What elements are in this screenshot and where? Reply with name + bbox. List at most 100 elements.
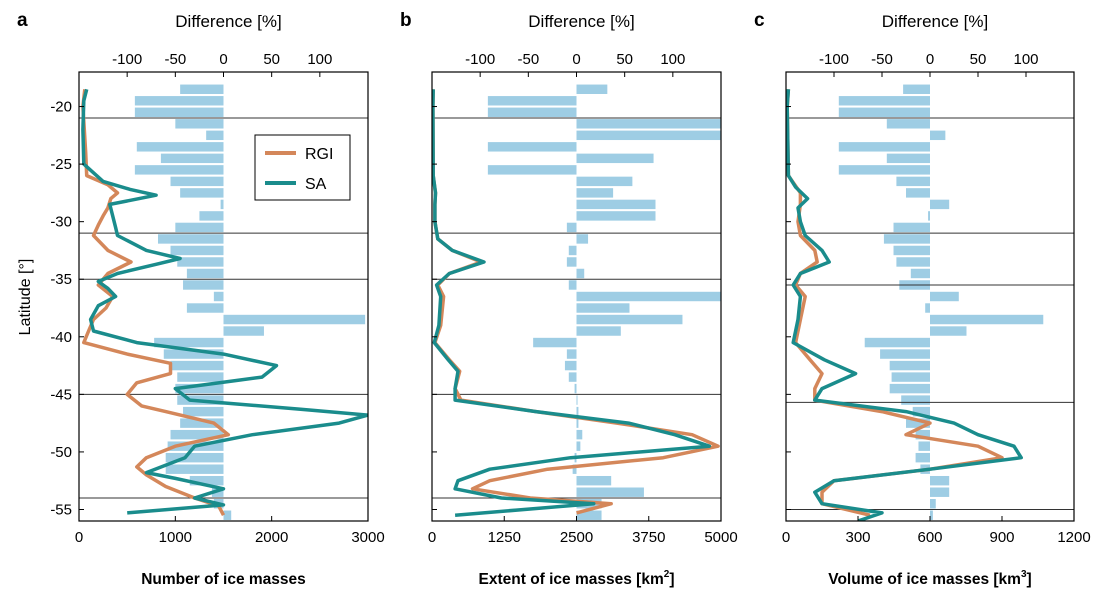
series-line-sa	[786, 89, 1023, 521]
difference-bar	[170, 429, 224, 440]
difference-bar	[157, 234, 224, 244]
difference-bar	[576, 395, 578, 405]
difference-bar	[906, 418, 930, 428]
top-tick-label: -100	[819, 51, 849, 68]
y-axis-label: Latitude [°]	[17, 259, 34, 336]
difference-bar	[186, 268, 224, 279]
difference-bar	[183, 280, 224, 290]
difference-bar	[918, 441, 930, 451]
legend-box	[254, 134, 351, 201]
difference-bar	[175, 222, 224, 233]
panel-letter: c	[754, 10, 765, 31]
difference-bar	[180, 418, 224, 428]
series-line-sa	[81, 88, 368, 515]
difference-bar	[930, 487, 950, 497]
difference-bar	[576, 188, 614, 198]
difference-bar	[838, 142, 930, 152]
difference-bar	[864, 337, 930, 348]
difference-bar	[576, 418, 579, 428]
difference-bar	[891, 372, 930, 382]
legend-rgi-label: RGI	[305, 146, 333, 163]
difference-bar	[576, 441, 581, 451]
difference-bar	[574, 383, 577, 394]
difference-bar	[199, 211, 224, 221]
top-tick-label: -50	[164, 51, 186, 68]
difference-bar	[487, 96, 577, 106]
difference-bar	[883, 234, 930, 244]
series-line-rgi	[81, 89, 231, 517]
difference-bar	[566, 222, 577, 233]
top-axis-title: Difference [%]	[882, 12, 988, 31]
difference-bar	[930, 199, 950, 210]
difference-bar	[223, 326, 264, 336]
difference-bar	[576, 406, 579, 417]
difference-bar	[896, 257, 930, 267]
top-tick-label: -50	[871, 51, 893, 68]
difference-bar	[564, 360, 577, 371]
x-axis-label: Number of ice masses	[141, 571, 306, 588]
difference-bar	[576, 429, 583, 440]
difference-bar	[576, 153, 654, 164]
difference-bar	[930, 291, 959, 302]
x-tick-label: 2500	[560, 529, 593, 546]
difference-bar	[901, 395, 930, 405]
difference-bar	[175, 119, 224, 129]
y-tick-label: -55	[50, 501, 72, 518]
difference-bar	[910, 268, 930, 279]
difference-bar	[893, 245, 930, 256]
top-tick-label: 0	[219, 51, 227, 68]
y-tick-label: -30	[50, 214, 72, 231]
x-tick-label: 1000	[159, 529, 192, 546]
difference-bar	[930, 326, 967, 336]
difference-bar	[134, 96, 224, 106]
difference-bar	[838, 96, 930, 106]
difference-bar	[163, 349, 224, 359]
y-tick-label: -35	[50, 271, 72, 288]
top-tick-label: 0	[926, 51, 934, 68]
difference-bar	[220, 199, 224, 210]
difference-bar	[533, 337, 577, 348]
difference-bar	[925, 303, 930, 313]
difference-bar	[576, 234, 589, 244]
panel-b: 0 1250 2500 3750 5000 -100 -50 0 50 100 Difference…	[400, 10, 738, 588]
difference-bar	[893, 222, 930, 233]
difference-bar	[134, 165, 224, 175]
difference-bar	[880, 349, 930, 359]
difference-bar	[930, 510, 933, 520]
top-axis-title: Difference [%]	[175, 12, 281, 31]
y-tick-label: -25	[50, 156, 72, 173]
difference-bar	[576, 303, 630, 313]
x-tick-label: 900	[989, 529, 1014, 546]
difference-bar	[568, 245, 577, 256]
difference-bar	[189, 475, 224, 486]
difference-bar	[134, 107, 224, 118]
difference-bar	[170, 176, 224, 187]
difference-bar	[576, 326, 621, 336]
x-tick-label: 0	[428, 529, 436, 546]
x-axis-label: Extent of ice masses [km2]	[479, 569, 675, 588]
difference-bar	[896, 176, 930, 187]
difference-bar	[576, 199, 656, 210]
x-tick-label: 0	[782, 529, 790, 546]
top-tick-label: 50	[970, 51, 987, 68]
difference-bar	[889, 360, 930, 371]
x-tick-label: 1200	[1057, 529, 1090, 546]
difference-bar	[223, 510, 232, 520]
x-tick-label: 0	[75, 529, 83, 546]
legend-sa-label: SA	[305, 176, 327, 193]
panel-c: 0 300 600 900 1200 -100 -50 0 50 100 Difference [%…	[754, 10, 1091, 588]
x-tick-label: 600	[917, 529, 942, 546]
difference-bar	[915, 429, 930, 440]
x-tick-label: 5000	[704, 529, 737, 546]
difference-bar	[906, 188, 930, 198]
difference-bar	[170, 245, 224, 256]
difference-bar	[930, 499, 936, 509]
difference-bar	[175, 383, 224, 394]
legend: RGI SA	[254, 134, 351, 201]
difference-bar	[566, 257, 577, 267]
difference-bar	[576, 291, 721, 302]
plot-area	[79, 84, 368, 520]
y-tick-label: -20	[50, 99, 72, 116]
difference-bar	[568, 372, 577, 382]
difference-bar	[930, 475, 950, 486]
